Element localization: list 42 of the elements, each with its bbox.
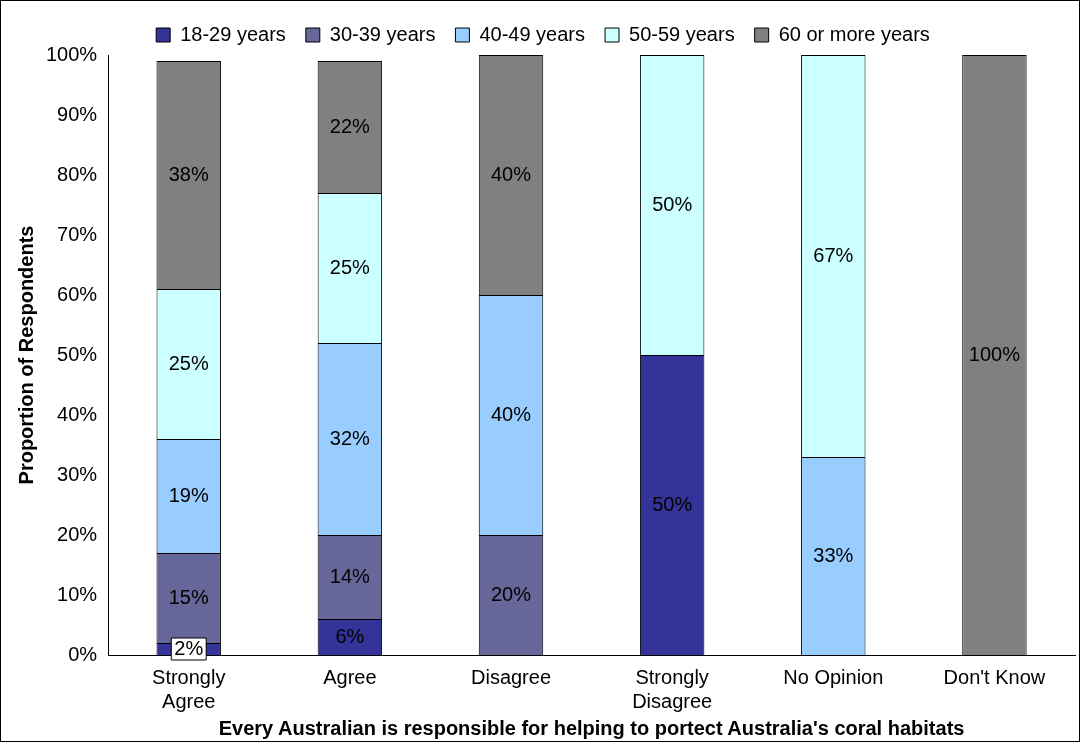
data-label: 22% [329, 114, 371, 137]
y-tick-label: 70% [57, 222, 98, 245]
data-label: 40% [490, 402, 532, 425]
data-label: 40% [490, 162, 532, 185]
data-label: 67% [813, 243, 854, 266]
data-label: 19% [168, 483, 209, 506]
y-tick-label: 100% [46, 42, 98, 65]
data-label: 20% [490, 582, 532, 605]
data-label: 32% [329, 426, 371, 449]
data-label: 50% [652, 192, 693, 215]
data-label: 15% [168, 585, 209, 608]
y-tick-label: 90% [57, 102, 98, 125]
x-tick-label: No Opinion [783, 665, 884, 688]
y-tick-label: 30% [57, 462, 98, 485]
x-axis-title: Every Australian is responsible for helping to portect Australia's coral habitats [218, 716, 965, 739]
x-tick-label: Disagree [470, 665, 552, 688]
data-label: 14% [329, 564, 371, 587]
x-tick-label: Don't Know [943, 665, 1046, 688]
y-tick-label: 60% [57, 282, 98, 305]
data-label: 38% [168, 162, 209, 185]
data-label: 2% [174, 636, 204, 659]
legend-label: 18-29 years [180, 22, 286, 45]
legend-label: 30-39 years [329, 22, 436, 45]
legend-label: 60 or more years [778, 22, 930, 45]
y-tick-label: 80% [57, 162, 98, 185]
x-tick-label: Strongly Agree [152, 665, 226, 712]
legend-label: 50-59 years [629, 22, 735, 45]
y-tick-label: 10% [57, 582, 98, 605]
x-tick-label: Strongly Disagree [632, 665, 713, 712]
legend-label: 40-49 years [479, 22, 586, 45]
y-tick-label: 20% [57, 522, 98, 545]
y-tick-label: 40% [57, 402, 98, 425]
data-label: 100% [968, 342, 1021, 365]
data-label: 6% [335, 624, 365, 647]
x-tick-label: Agree [323, 665, 377, 688]
data-label: 33% [813, 543, 854, 566]
data-label: 25% [329, 255, 371, 278]
y-tick-label: 50% [57, 342, 98, 365]
y-axis-title: Proportion of Respondents [14, 225, 37, 485]
data-label: 25% [168, 351, 209, 374]
y-tick-label: 0% [68, 642, 98, 665]
data-label: 50% [652, 492, 693, 515]
